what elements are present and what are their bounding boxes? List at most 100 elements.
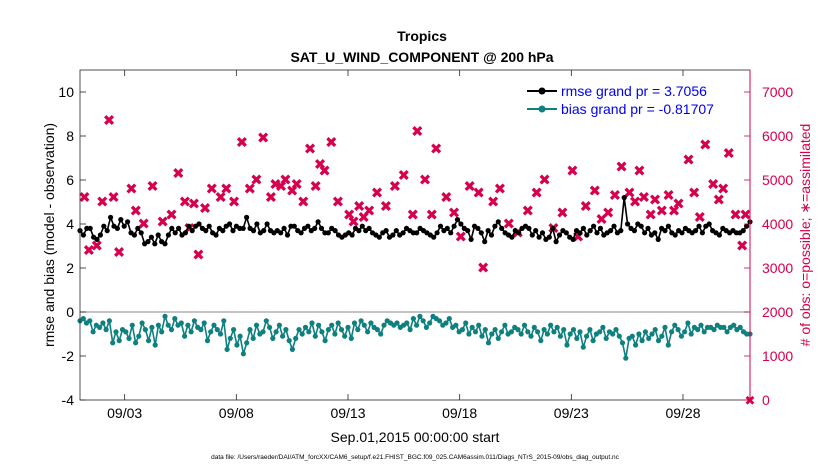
rmse-point [135,225,141,231]
bias-point [100,320,106,326]
bias-point [332,331,338,337]
rmse-point [580,225,587,231]
bias-point [146,338,152,344]
bias-point [469,324,475,330]
y-tick-label: 6 [66,172,74,188]
bias-point [499,329,505,335]
rmse-point [584,232,590,238]
rmse-point [169,225,175,231]
bias-point [182,333,188,339]
bias-point [659,333,665,339]
rmse-point [570,236,576,242]
obs-assimilated-point: ✖ [699,136,712,154]
obs-assimilated-point: ✖ [406,206,419,224]
obs-assimilated-point: ✖ [107,189,120,207]
bias-point [616,333,622,339]
bias-point [110,340,116,346]
bias-point [600,324,606,330]
bias-point [309,320,315,326]
bias-point [564,342,570,348]
rmse-point [264,221,270,227]
bias-point [557,333,564,339]
bias-point [87,318,93,324]
bias-point [365,329,371,335]
obs-assimilated-point: ✖ [179,193,192,211]
bias-point [574,335,580,341]
rmse-point [597,225,604,231]
bias-point [724,329,730,335]
x-tick-label: 09/18 [442,405,477,421]
bias-point [603,335,609,341]
bias-point [227,335,233,341]
bias-point [492,327,498,333]
bias-point [355,327,361,333]
obs-assimilated-point: ✖ [309,178,322,196]
bias-point [136,333,142,339]
bias-point [541,327,547,333]
bias-point [351,320,358,326]
rmse-point [645,225,651,231]
bias-point [270,335,276,341]
bias-point [250,335,256,341]
obs-assimilated-point: ✖ [113,244,126,262]
bias-point [404,320,410,326]
obs-assimilated-point: ✖ [304,140,317,158]
rmse-point [451,223,457,229]
rmse-point [349,232,355,238]
obs-assimilated-point: ✖ [371,184,384,202]
obs-assimilated-point: ✖ [682,151,695,169]
rmse-point [539,230,546,236]
bias-point [453,322,459,328]
rmse-point [213,232,219,238]
rmse-point [672,232,678,238]
y-tick-label: 8 [66,128,74,144]
obs-assimilated-point: ✖ [297,193,310,211]
bias-point [204,338,211,344]
bias-point [361,322,367,328]
rmse-point [536,234,542,240]
bias-point [299,331,305,337]
rmse-point [315,219,321,225]
bias-point [479,333,485,339]
obs-assimilated-point: ✖ [425,206,438,224]
rmse-point [359,223,365,229]
x-tick-label: 09/28 [665,405,700,421]
rmse-point [80,232,86,238]
bias-point [695,327,701,333]
rmse-point [393,228,399,234]
obs-assimilated-point: ✖ [580,197,593,215]
rmse-point [716,232,723,238]
rmse-point [696,223,702,229]
rmse-point [87,225,93,231]
obs-assimilated-point: ✖ [357,208,370,226]
bias-point [528,333,534,339]
bias-point [348,335,354,341]
rmse-point [172,230,178,236]
bias-point [417,313,423,319]
rmse-point [587,228,593,234]
obs-assimilated-point: ✖ [398,167,411,185]
obs-assimilated-point: ✖ [717,180,730,198]
bias-point [652,327,658,333]
rmse-point [284,232,291,238]
bias-point [345,324,351,330]
rmse-point [131,232,137,238]
y2-tick-label: 2000 [762,304,793,320]
rmse-point [553,239,559,245]
obs-assimilated-point: ✖ [90,237,103,255]
rmse-point [298,230,304,236]
rmse-point [431,234,437,240]
obs-assimilated-point: ✖ [192,246,205,264]
rmse-point [203,228,209,234]
rmse-point [693,228,699,234]
bias-point [489,331,495,337]
obs-assimilated-point: ✖ [644,206,657,224]
bias-point [80,316,86,322]
obs-assimilated-point: ✖ [156,213,169,231]
bias-point [446,316,452,322]
rmse-point [465,228,471,234]
obs-assimilated-point: ✖ [440,189,453,207]
obs-assimilated-point: ✖ [353,197,366,215]
obs-assimilated-point: ✖ [609,186,622,204]
bias-point [286,338,292,344]
